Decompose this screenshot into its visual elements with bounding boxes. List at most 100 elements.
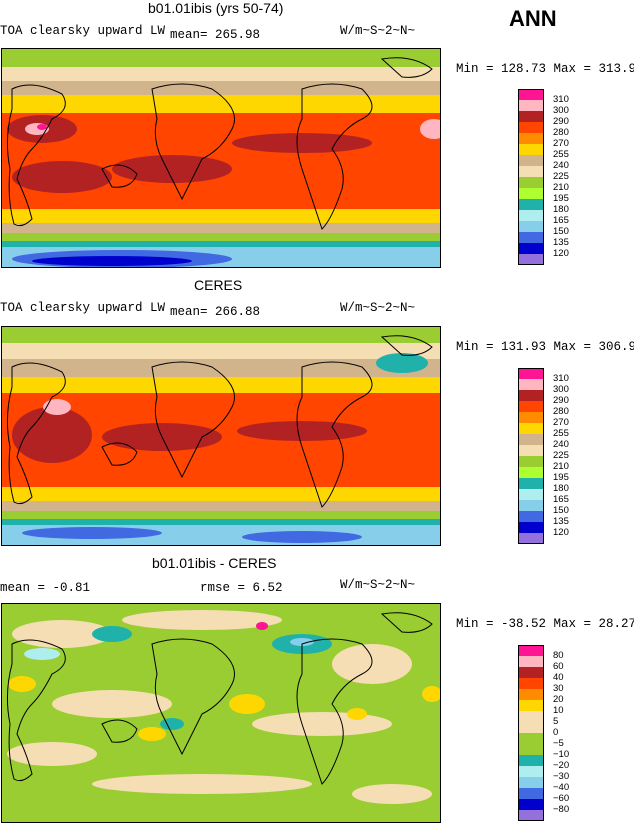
colorbar-swatch	[518, 533, 544, 544]
colorbar-swatch	[518, 733, 544, 744]
colorbar-label: 310	[553, 373, 569, 384]
colorbar-swatch	[518, 434, 544, 445]
colorbar-swatch	[518, 166, 544, 177]
colorbar-swatch	[518, 423, 544, 434]
colorbar-swatch	[518, 777, 544, 788]
colorbar-label: 180	[553, 483, 569, 494]
colorbar-label: 135	[553, 237, 569, 248]
panel2-minmax: Min = 131.93 Max = 306.93	[456, 340, 634, 354]
colorbar-label: 225	[553, 171, 569, 182]
colorbar-label: −80	[553, 804, 570, 815]
colorbar-swatch	[518, 390, 544, 401]
colorbar-label: 255	[553, 149, 569, 160]
colorbar-swatch	[518, 133, 544, 144]
panel1-title: b01.01ibis (yrs 50-74)	[148, 0, 284, 16]
colorbar-swatch	[518, 500, 544, 511]
colorbar-label: −40	[553, 782, 570, 793]
colorbar-swatch	[518, 232, 544, 243]
colorbar-swatch	[518, 511, 544, 522]
colorbar-swatch	[518, 667, 544, 678]
colorbar-label: −10	[553, 749, 570, 760]
panel3-minmax: Min = -38.52 Max = 28.27	[456, 617, 634, 631]
colorbar-swatch	[518, 689, 544, 700]
colorbar-swatch	[518, 368, 544, 379]
panel3-colorbar-labels: 80 60 40 30 20 10 5 0 −5 −10 −20 −30 −40 −60 −80	[553, 650, 569, 815]
colorbar-label: 60	[553, 661, 564, 672]
colorbar-swatch	[518, 221, 544, 232]
panel1-colorbar-labels: 310 300 290 280 270 255 240 225 210 195 180 165 150 1…	[553, 94, 569, 259]
colorbar-swatch	[518, 645, 544, 656]
colorbar-swatch	[518, 412, 544, 423]
colorbar-swatch	[518, 700, 544, 711]
colorbar-label: 135	[553, 516, 569, 527]
colorbar-label: −20	[553, 760, 570, 771]
colorbar-swatch	[518, 678, 544, 689]
colorbar-label: 270	[553, 417, 569, 428]
colorbar-label: 310	[553, 94, 569, 105]
colorbar-swatch	[518, 766, 544, 777]
colorbar-label: 255	[553, 428, 569, 439]
colorbar-label: −5	[553, 738, 564, 749]
panel2-colorbar	[518, 368, 544, 544]
colorbar-swatch	[518, 711, 544, 722]
colorbar-label: 150	[553, 505, 569, 516]
colorbar-label: −60	[553, 793, 570, 804]
panel2-field-label: TOA clearsky upward LW	[0, 301, 166, 315]
colorbar-swatch	[518, 744, 544, 755]
colorbar-swatch	[518, 755, 544, 766]
colorbar-swatch	[518, 467, 544, 478]
panel3-mean: mean = -0.81	[0, 581, 91, 595]
colorbar-label: 5	[553, 716, 559, 727]
colorbar-swatch	[518, 188, 544, 199]
colorbar-label: 210	[553, 461, 569, 472]
panel2-title: CERES	[194, 277, 243, 293]
colorbar-label: 300	[553, 105, 569, 116]
colorbar-swatch	[518, 522, 544, 533]
colorbar-label: −30	[553, 771, 570, 782]
colorbar-swatch	[518, 401, 544, 412]
colorbar-swatch	[518, 111, 544, 122]
panel2-mean: mean= 266.88	[170, 305, 261, 319]
colorbar-swatch	[518, 456, 544, 467]
colorbar-swatch	[518, 799, 544, 810]
colorbar-label: 240	[553, 439, 569, 450]
colorbar-label: 120	[553, 248, 569, 259]
panel3-title: b01.01ibis - CERES	[152, 555, 277, 571]
panel3-colorbar	[518, 645, 544, 821]
colorbar-swatch	[518, 89, 544, 100]
colorbar-swatch	[518, 810, 544, 821]
colorbar-swatch	[518, 445, 544, 456]
colorbar-label: 240	[553, 160, 569, 171]
panel3-units: W/m~S~2~N~	[340, 578, 416, 592]
colorbar-swatch	[518, 144, 544, 155]
panel1-colorbar	[518, 89, 544, 265]
colorbar-swatch	[518, 788, 544, 799]
colorbar-label: 0	[553, 727, 559, 738]
colorbar-label: 280	[553, 406, 569, 417]
panel1-map	[1, 48, 441, 268]
panel1-mean: mean= 265.98	[170, 28, 261, 42]
colorbar-swatch	[518, 379, 544, 390]
colorbar-label: 280	[553, 127, 569, 138]
colorbar-label: 40	[553, 672, 564, 683]
panel2-colorbar-labels: 310 300 290 280 270 255 240 225 210 195 180 165 150 1…	[553, 373, 569, 538]
colorbar-swatch	[518, 210, 544, 221]
colorbar-swatch	[518, 243, 544, 254]
colorbar-label: 225	[553, 450, 569, 461]
colorbar-label: 10	[553, 705, 564, 716]
panel3-rmse: rmse = 6.52	[200, 581, 283, 595]
colorbar-label: 30	[553, 683, 564, 694]
colorbar-label: 80	[553, 650, 564, 661]
colorbar-label: 150	[553, 226, 569, 237]
colorbar-swatch	[518, 122, 544, 133]
colorbar-label: 20	[553, 694, 564, 705]
colorbar-label: 180	[553, 204, 569, 215]
colorbar-label: 195	[553, 193, 569, 204]
panel2-units: W/m~S~2~N~	[340, 301, 416, 315]
colorbar-swatch	[518, 656, 544, 667]
colorbar-swatch	[518, 489, 544, 500]
colorbar-label: 270	[553, 138, 569, 149]
panel1-field-label: TOA clearsky upward LW	[0, 24, 166, 38]
colorbar-swatch	[518, 177, 544, 188]
colorbar-swatch	[518, 722, 544, 733]
